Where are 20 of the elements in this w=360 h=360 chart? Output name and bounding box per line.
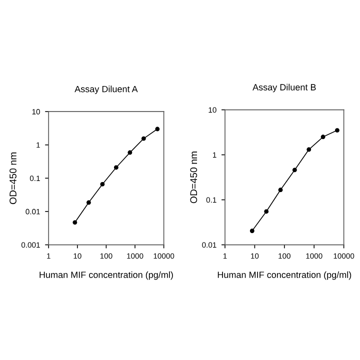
chart-title: Assay Diluent A (74, 86, 138, 94)
x-axis-title: Human MIF concentration (pg/ml) (40, 271, 173, 280)
point (278, 188, 283, 192)
point (155, 126, 160, 132)
point (250, 228, 254, 234)
point (100, 182, 105, 186)
point (114, 165, 118, 170)
x-axis-title: Human MIF concentration (pg/ml) (218, 271, 352, 280)
y-axis-title: OD=450 nm (10, 152, 16, 204)
point (86, 200, 91, 205)
point (334, 128, 340, 133)
point (141, 136, 146, 141)
chart-title: Assay Diluent B (252, 84, 316, 92)
y-axis-title: OD=450 nm (190, 152, 198, 204)
point (128, 150, 132, 155)
point (72, 220, 78, 225)
point (264, 209, 269, 214)
point (306, 147, 312, 152)
point (320, 134, 326, 140)
point (292, 168, 297, 172)
